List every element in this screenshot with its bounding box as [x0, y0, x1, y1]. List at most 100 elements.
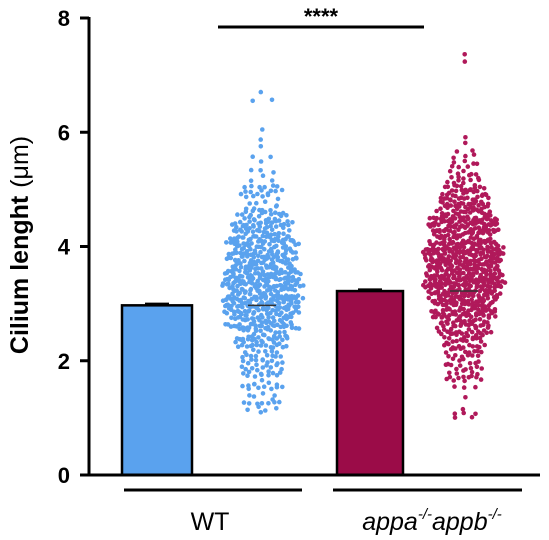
data-point: [452, 384, 457, 389]
data-point: [470, 335, 476, 341]
data-point: [266, 254, 271, 260]
y-axis-title: Cilium lenght(μm): [6, 136, 34, 354]
data-point: [269, 349, 275, 354]
data-point: [476, 177, 482, 183]
data-point: [273, 330, 278, 335]
data-point: [296, 310, 302, 315]
data-point: [447, 168, 453, 174]
data-point: [446, 254, 452, 259]
data-point: [264, 307, 269, 313]
data-point: [241, 371, 246, 376]
data-point: [291, 294, 297, 300]
data-point: [463, 349, 468, 355]
data-point: [255, 191, 260, 197]
data-point: [285, 234, 290, 239]
data-point: [274, 184, 280, 189]
data-point: [264, 225, 270, 230]
data-point: [481, 247, 486, 253]
data-point: [463, 135, 468, 140]
data-point: [457, 358, 462, 363]
data-point: [259, 320, 265, 325]
data-point: [241, 328, 246, 333]
data-point: [444, 201, 450, 207]
data-point: [449, 175, 454, 180]
data-point: [261, 384, 267, 390]
data-point: [258, 168, 263, 173]
bar-0: [120, 304, 194, 477]
data-point: [479, 256, 484, 262]
data-point: [247, 300, 253, 306]
data-point: [461, 168, 466, 174]
data-point: [476, 303, 481, 308]
data-point: [252, 259, 257, 265]
data-point: [462, 158, 468, 164]
data-point: [252, 381, 257, 387]
data-point: [233, 267, 239, 272]
data-point: [496, 279, 501, 285]
data-point: [435, 311, 441, 316]
data-point: [444, 299, 450, 304]
data-point: [271, 170, 276, 175]
data-point: [442, 335, 447, 340]
data-point: [275, 322, 280, 328]
data-point: [273, 224, 279, 229]
data-point: [266, 300, 271, 305]
data-point: [275, 307, 281, 312]
data-point: [260, 357, 266, 362]
data-point: [467, 172, 472, 178]
data-point: [234, 275, 239, 281]
data-point: [239, 342, 245, 348]
data-point: [434, 325, 440, 331]
data-point: [252, 336, 257, 342]
data-point: [285, 257, 291, 262]
data-point: [452, 199, 457, 204]
data-point: [232, 279, 238, 285]
data-point: [254, 367, 260, 373]
data-point: [260, 340, 265, 345]
data-point: [231, 228, 237, 233]
data-point: [255, 258, 261, 264]
data-point: [452, 225, 458, 230]
data-point: [284, 213, 289, 218]
data-point: [468, 283, 474, 289]
data-point: [228, 236, 233, 241]
data-point: [454, 338, 459, 344]
data-point: [275, 249, 281, 254]
data-point: [454, 149, 460, 154]
data-point: [454, 366, 459, 372]
data-point: [301, 283, 306, 288]
data-point: [250, 208, 256, 214]
data-point: [483, 225, 489, 231]
data-point: [268, 212, 274, 217]
data-point: [256, 307, 261, 313]
data-point: [472, 305, 478, 311]
data-point: [279, 270, 285, 276]
data-point: [483, 254, 489, 260]
data-point: [465, 195, 470, 201]
data-point: [481, 313, 486, 318]
data-point: [296, 241, 302, 247]
data-point: [444, 195, 450, 201]
data-point: [239, 364, 245, 370]
data-point: [455, 241, 461, 247]
data-point: [433, 314, 438, 320]
data-point: [245, 407, 250, 413]
data-point: [289, 325, 295, 331]
data-point: [245, 254, 250, 259]
data-point: [270, 183, 276, 188]
data-point: [450, 356, 456, 362]
data-point: [461, 385, 467, 390]
data-point: [287, 228, 292, 233]
data-point: [262, 199, 268, 204]
data-point: [264, 363, 269, 368]
data-point: [456, 283, 462, 288]
data-point: [463, 153, 468, 159]
data-point: [230, 296, 236, 302]
data-point: [445, 205, 450, 210]
data-point: [292, 267, 297, 272]
data-point: [449, 188, 455, 193]
data-point: [466, 302, 472, 307]
data-point: [293, 278, 298, 283]
data-point: [235, 212, 240, 217]
data-point: [482, 342, 488, 348]
